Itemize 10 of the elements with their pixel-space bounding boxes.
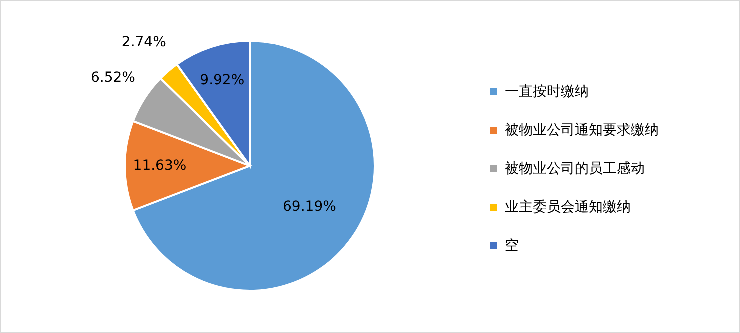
data-label: 11.63% bbox=[133, 158, 187, 174]
legend-label: 被物业公司的员工感动 bbox=[505, 161, 645, 177]
legend-label: 业主委员会通知缴纳 bbox=[505, 200, 631, 216]
data-label: 69.19% bbox=[283, 199, 336, 216]
legend-label: 空 bbox=[505, 238, 519, 254]
legend-label: 一直按时缴纳 bbox=[505, 84, 589, 100]
legend-label: 被物业公司通知要求缴纳 bbox=[505, 122, 659, 138]
data-label: 6.52% bbox=[90, 70, 136, 86]
data-label: 2.74% bbox=[122, 34, 166, 51]
data-label: 9.92% bbox=[200, 72, 245, 88]
